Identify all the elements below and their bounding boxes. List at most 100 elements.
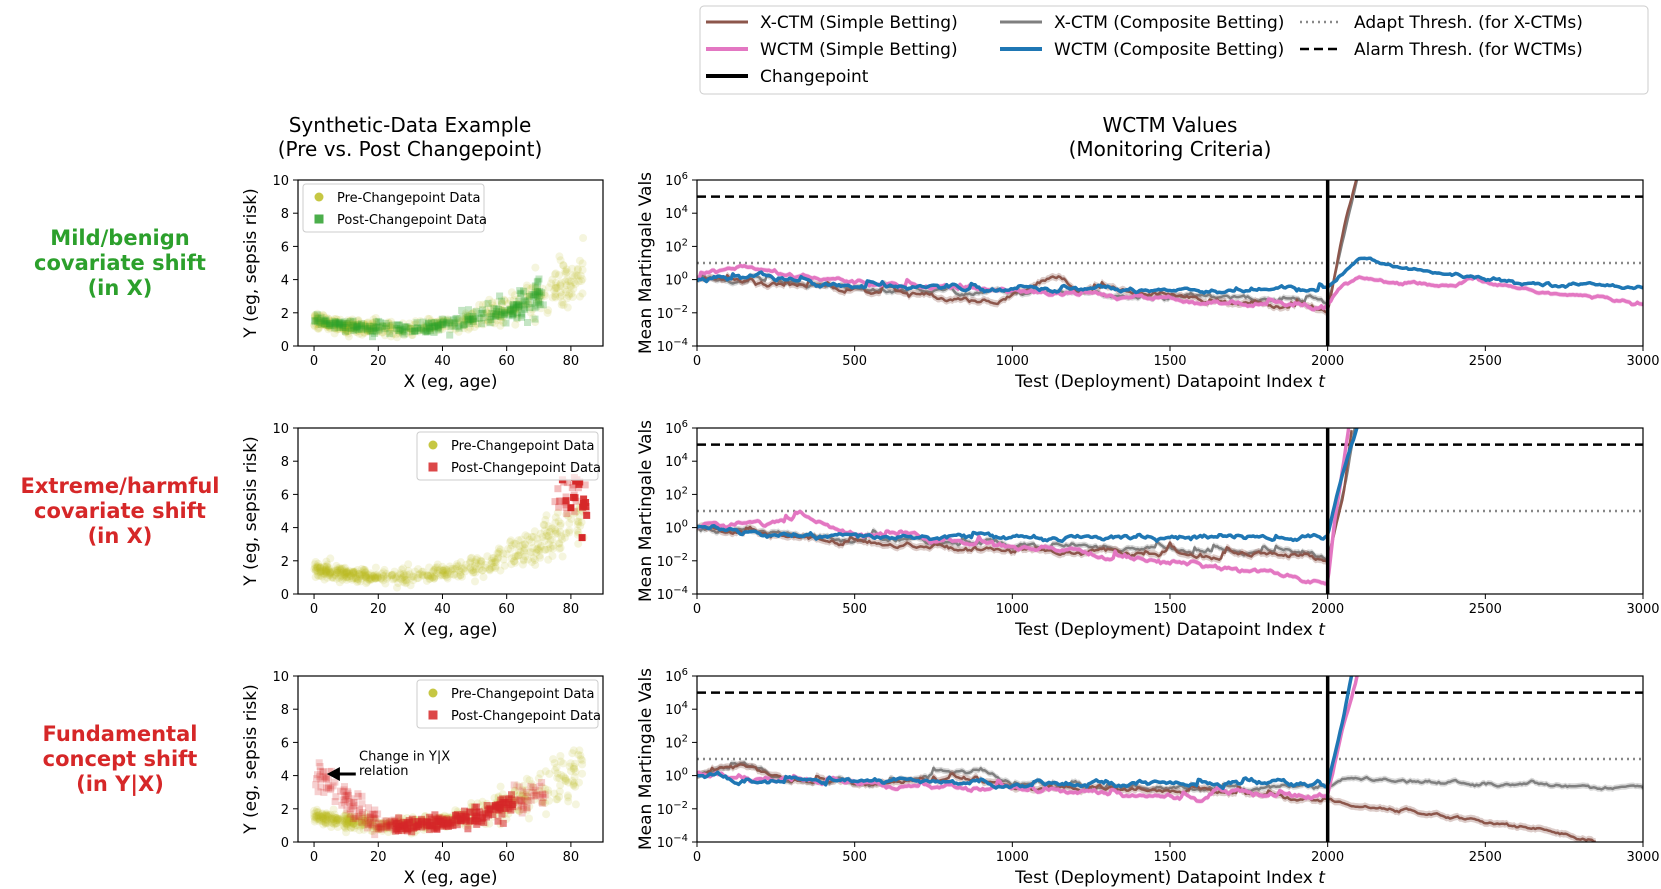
post-changepoint-point (413, 319, 421, 327)
pre-changepoint-point (360, 817, 368, 826)
post-changepoint-point (479, 314, 487, 322)
post-changepoint-point (535, 289, 543, 297)
pre-changepoint-point (355, 572, 364, 581)
pre-changepoint-point (317, 317, 326, 326)
pre-changepoint-point (369, 319, 377, 328)
post-changepoint-point (454, 322, 462, 330)
pre-changepoint-point (424, 572, 432, 580)
pre-changepoint-point (482, 300, 491, 309)
pre-changepoint-point (545, 769, 554, 778)
post-changepoint-point (431, 322, 439, 330)
scatter-axes-frame (297, 427, 604, 595)
pre-changepoint-point (312, 813, 321, 822)
pre-changepoint-point (467, 310, 476, 319)
post-changepoint-point (365, 820, 373, 828)
pre-changepoint-point (336, 315, 345, 324)
post-changepoint-point (375, 825, 383, 833)
pre-changepoint-point (451, 564, 459, 573)
pre-changepoint-point (494, 553, 503, 562)
post-changepoint-point (410, 818, 418, 826)
pre-changepoint-point (513, 314, 522, 323)
pre-changepoint-point (524, 300, 533, 309)
pre-changepoint-point (492, 558, 500, 566)
post-changepoint-point (419, 326, 427, 334)
pre-changepoint-point (506, 296, 515, 305)
y-tick-label: 10 (272, 174, 289, 189)
pre-changepoint-point (521, 302, 530, 311)
pre-changepoint-point (510, 557, 519, 566)
pre-changepoint-point (439, 566, 448, 575)
pre-changepoint-point (532, 289, 541, 298)
post-changepoint-point (377, 825, 385, 833)
pre-changepoint-point (437, 570, 446, 579)
pre-changepoint-point (543, 529, 552, 538)
post-changepoint-point (534, 277, 542, 285)
pre-changepoint-point (466, 323, 474, 332)
post-changepoint-point (458, 306, 466, 314)
post-changepoint-point (339, 796, 347, 804)
pre-changepoint-point (318, 814, 327, 823)
post-changepoint-point (472, 308, 480, 316)
pre-changepoint-point (363, 816, 371, 825)
pre-changepoint-point (373, 574, 382, 583)
pre-changepoint-point (428, 319, 436, 328)
pre-changepoint-point (381, 821, 390, 830)
pre-changepoint-point (381, 323, 390, 332)
pre-changepoint-point (365, 574, 374, 582)
pre-changepoint-point (385, 323, 394, 332)
pre-changepoint-point (515, 807, 524, 815)
post-changepoint-point (466, 808, 474, 816)
pre-changepoint-point (369, 323, 377, 332)
pre-changepoint-point (323, 318, 331, 327)
post-changepoint-point (341, 318, 349, 326)
pre-changepoint-point (324, 321, 333, 330)
post-changepoint-point (513, 301, 521, 309)
pre-changepoint-point (541, 545, 550, 554)
pre-changepoint-point (510, 307, 519, 316)
pre-changepoint-point (348, 816, 357, 825)
post-changepoint-point (382, 824, 390, 832)
x-tick-label: 20 (370, 602, 387, 617)
pre-changepoint-point (354, 326, 363, 335)
pre-changepoint-point (310, 806, 319, 815)
pre-changepoint-point (438, 320, 447, 329)
post-changepoint-point (489, 811, 497, 818)
scatter-xlabel: X (eg, age) (403, 620, 497, 640)
pre-changepoint-point (381, 824, 390, 833)
pre-changepoint-point (550, 286, 559, 295)
pre-changepoint-point (429, 317, 438, 326)
pre-changepoint-point (358, 814, 367, 823)
pre-changepoint-point (323, 811, 331, 820)
pre-changepoint-point (496, 545, 505, 554)
pre-changepoint-point (551, 513, 560, 522)
post-changepoint-point (498, 810, 506, 818)
pre-changepoint-point (321, 570, 330, 579)
post-changepoint-point (492, 312, 500, 320)
post-changepoint-point (514, 309, 522, 317)
pre-changepoint-point (416, 317, 425, 326)
pre-changepoint-point (363, 818, 372, 827)
pre-changepoint-point (374, 573, 383, 582)
pre-changepoint-point (547, 279, 556, 288)
pre-changepoint-point (479, 316, 488, 325)
pre-changepoint-point (399, 564, 408, 573)
pre-changepoint-point (457, 317, 466, 326)
post-changepoint-point (531, 786, 539, 794)
pre-changepoint-point (383, 820, 392, 829)
pre-changepoint-point (533, 544, 542, 553)
y-tick-label: 104 (665, 452, 688, 470)
post-changepoint-point (439, 319, 447, 327)
post-changepoint-point (369, 333, 376, 341)
post-changepoint-point (434, 324, 442, 332)
post-changepoint-point (365, 821, 372, 828)
post-changepoint-point (408, 828, 416, 836)
pre-changepoint-point (456, 571, 465, 580)
pre-changepoint-point (471, 565, 480, 574)
pre-changepoint-point (342, 828, 351, 837)
post-changepoint-point (385, 824, 393, 832)
pre-changepoint-point (428, 573, 437, 582)
pre-changepoint-point (339, 573, 348, 582)
pre-changepoint-point (578, 769, 587, 778)
martingale-plot-area (697, 180, 1643, 346)
pre-changepoint-point (553, 283, 562, 292)
